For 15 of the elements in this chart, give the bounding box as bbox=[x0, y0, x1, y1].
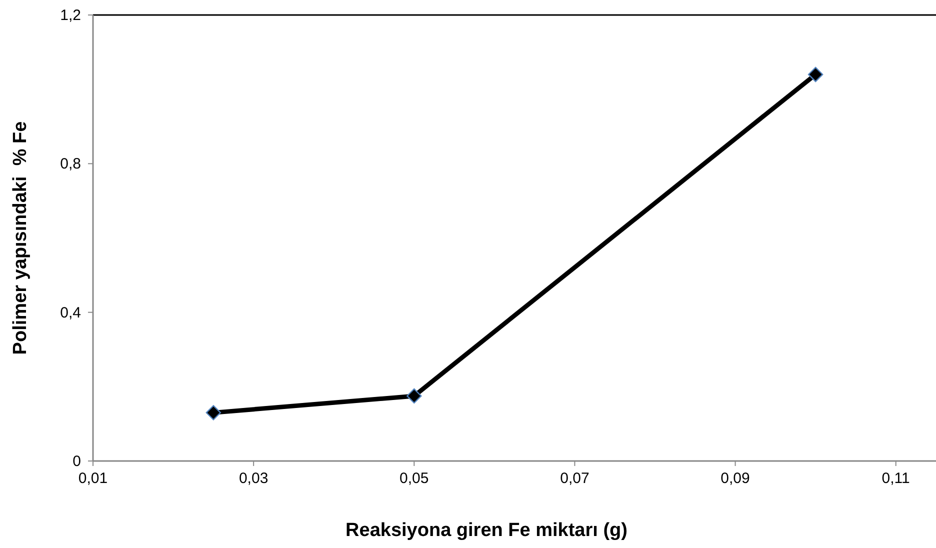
x-tick-label: 0,01 bbox=[78, 470, 108, 487]
x-tick-label: 0,07 bbox=[560, 470, 590, 487]
point bbox=[206, 405, 222, 420]
y-axis-title: Polimer yapısındaki % Fe bbox=[10, 121, 31, 355]
point bbox=[406, 388, 422, 404]
y-tick-label: 0 bbox=[72, 453, 81, 470]
y-tick-label: 0,8 bbox=[60, 156, 81, 173]
y-tick-label: 1,2 bbox=[60, 7, 81, 24]
x-tick-label: 0,05 bbox=[400, 470, 429, 487]
point bbox=[808, 66, 824, 82]
x-axis-title: Reaksiyona giren Fe miktarı (g) bbox=[346, 520, 628, 541]
x-tick-label: 0,09 bbox=[720, 470, 750, 487]
x-tick-label: 0,11 bbox=[882, 470, 910, 487]
y-tick-label: 0,4 bbox=[60, 304, 81, 322]
x-tick-label: 0,03 bbox=[238, 470, 268, 487]
